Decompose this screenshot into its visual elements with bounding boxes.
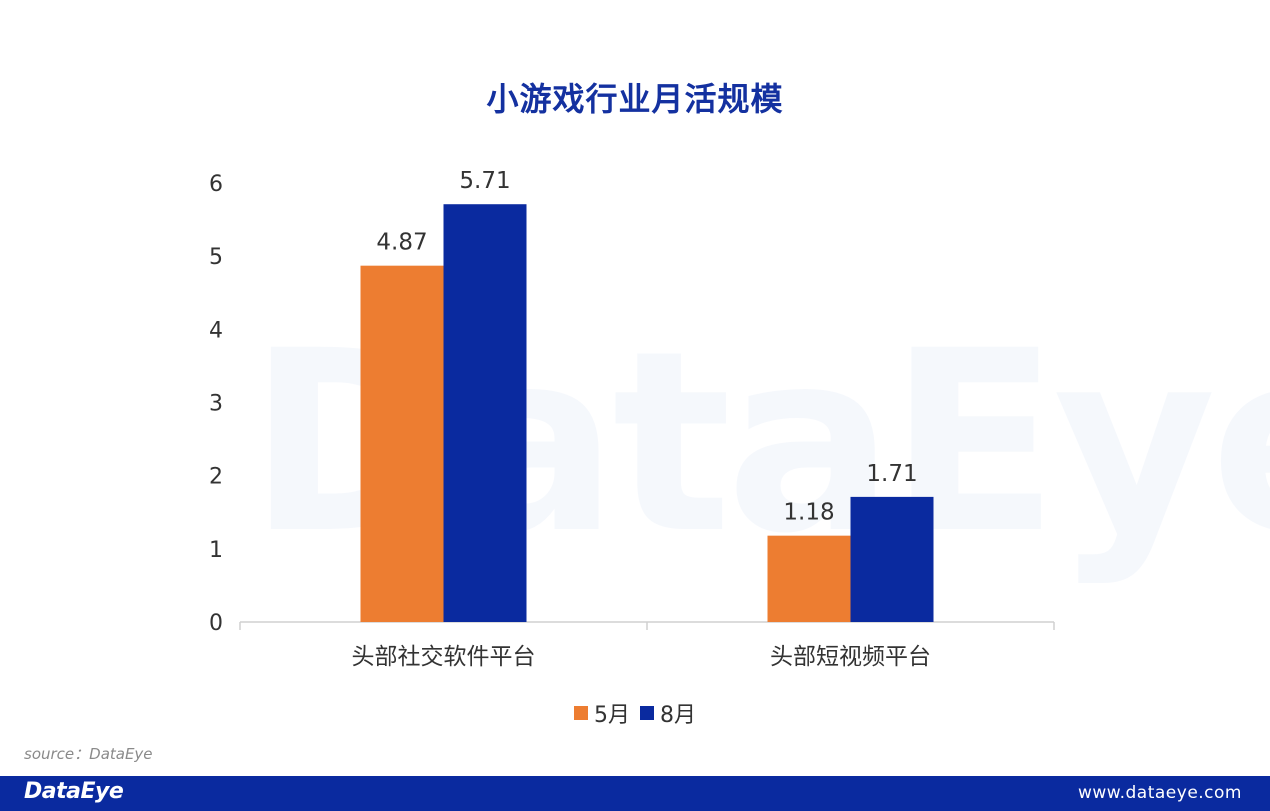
- legend-label-aug: 8月: [660, 703, 696, 728]
- bar-may-0: [360, 265, 444, 622]
- y-tick-label: 5: [209, 245, 223, 270]
- legend: 5月 8月: [0, 697, 1270, 729]
- y-tick-label: 2: [209, 465, 223, 490]
- bar-aug-0: [443, 204, 527, 623]
- y-tick-label: 6: [209, 172, 223, 197]
- chart-title: 小游戏行业月活规模: [486, 80, 784, 118]
- data-label: 5.71: [459, 168, 510, 194]
- y-tick-label: 0: [209, 611, 223, 636]
- bar-aug-1: [850, 496, 934, 622]
- legend-item-may: 5月: [574, 697, 630, 729]
- legend-swatch-aug: [640, 706, 654, 720]
- y-tick-label: 1: [209, 538, 223, 563]
- footer-logo: DataEye: [24, 779, 124, 804]
- y-tick-label: 3: [209, 392, 223, 417]
- y-tick-label: 4: [209, 318, 223, 343]
- data-label: 1.18: [783, 500, 834, 526]
- data-label: 1.71: [866, 461, 917, 487]
- source-note: source：DataEye: [24, 745, 153, 763]
- x-category-label: 头部社交软件平台: [352, 644, 536, 670]
- legend-item-aug: 8月: [640, 697, 696, 729]
- legend-swatch-may: [574, 706, 588, 720]
- bar-may-1: [767, 535, 851, 622]
- x-category-label: 头部短视频平台: [770, 644, 931, 670]
- data-label: 4.87: [376, 230, 427, 256]
- footer-bar: DataEye www.dataeye.com: [0, 776, 1270, 811]
- footer-url: www.dataeye.com: [1077, 783, 1242, 803]
- legend-label-may: 5月: [594, 703, 630, 728]
